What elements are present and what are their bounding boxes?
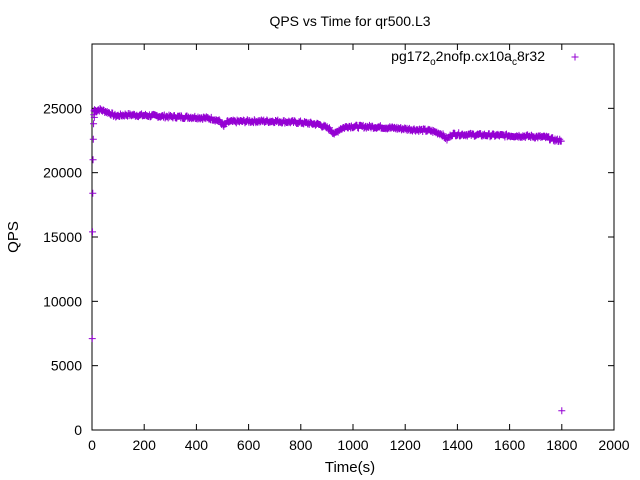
- data-point: [89, 228, 97, 236]
- legend-marker-symbol: [571, 53, 579, 61]
- x-tick-label: 800: [289, 437, 313, 453]
- x-tick-label: 0: [88, 437, 96, 453]
- plot-frame: [91, 43, 615, 431]
- y-tick-label: 25000: [43, 100, 82, 116]
- y-ticks: 0 5000 10000 15000 20000 25000: [43, 100, 614, 438]
- x-tick-label: 1000: [337, 437, 368, 453]
- data-point: [89, 156, 97, 164]
- legend-label-part: 8r32: [517, 48, 545, 64]
- legend-marker: [571, 53, 579, 61]
- x-tick-label: 2000: [598, 437, 629, 453]
- y-tick-label: 0: [74, 422, 82, 438]
- data-point: [89, 189, 97, 197]
- x-tick-label: 600: [237, 437, 261, 453]
- x-tick-label: 1800: [546, 437, 577, 453]
- y-tick-label: 20000: [43, 165, 82, 181]
- legend: pg172o2nofp.cx10ac8r32: [391, 48, 579, 68]
- data-point: [557, 137, 565, 145]
- x-ticks: 0 200 400 600 800 1000 1200 1400 1600 1800 2000: [88, 44, 630, 453]
- x-tick-label: 200: [133, 437, 157, 453]
- legend-label-subscript: c: [512, 57, 517, 68]
- legend-label: pg172o2nofp.cx10ac8r32: [391, 48, 545, 68]
- data-points: [88, 105, 566, 415]
- data-point: [89, 135, 97, 143]
- chart-title: QPS vs Time for qr500.L3: [269, 13, 430, 29]
- x-axis-label: Time(s): [325, 459, 375, 476]
- legend-label-part: pg172: [391, 48, 430, 64]
- data-point: [90, 120, 98, 128]
- data-point: [88, 335, 96, 343]
- data-point: [90, 113, 98, 121]
- legend-label-part: 2nofp.cx10a: [436, 48, 512, 64]
- x-tick-label: 400: [185, 437, 209, 453]
- legend-label-subscript: o: [430, 57, 436, 68]
- y-tick-label: 15000: [43, 229, 82, 245]
- x-tick-label: 1200: [390, 437, 421, 453]
- y-axis-label: QPS: [5, 221, 22, 253]
- y-tick-label: 10000: [43, 293, 82, 309]
- x-tick-label: 1400: [442, 437, 473, 453]
- y-tick-label: 5000: [51, 358, 82, 374]
- x-tick-label: 1600: [494, 437, 525, 453]
- outlier-point: [558, 407, 566, 415]
